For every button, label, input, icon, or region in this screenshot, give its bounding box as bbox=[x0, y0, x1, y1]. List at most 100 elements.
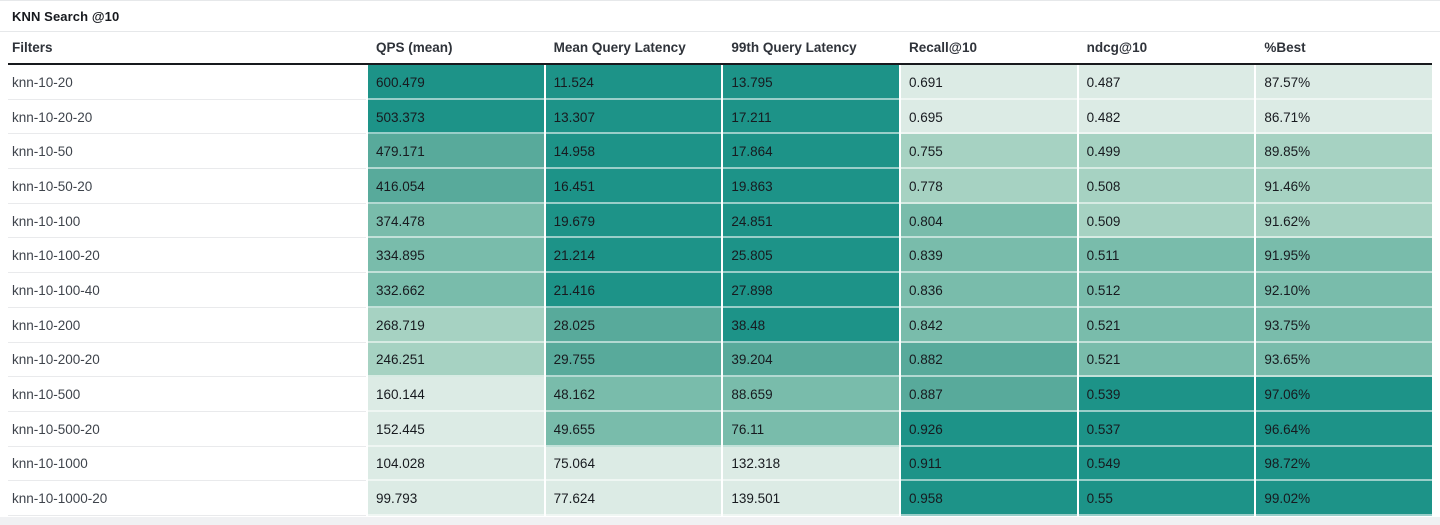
cell-recall: 0.882 bbox=[901, 342, 1077, 378]
cell-ndcg: 0.511 bbox=[1078, 238, 1255, 274]
cell-mean_latency: 28.025 bbox=[545, 307, 722, 343]
table-header-row: Filters QPS (mean) Mean Query Latency 99th … bbox=[8, 32, 1432, 65]
cell-recall: 0.911 bbox=[901, 446, 1077, 482]
cell-p99_latency: 24.851 bbox=[723, 203, 899, 239]
cell-ndcg: 0.482 bbox=[1078, 99, 1255, 135]
column-header-qps: QPS (mean) bbox=[376, 40, 453, 55]
column-header-recall: Recall@10 bbox=[909, 40, 977, 55]
table-row: knn-10-100 374.478 19.679 24.851 0.804 0.509 9… bbox=[8, 203, 1432, 239]
table-row: knn-10-20-20 503.373 13.307 17.211 0.695 0.48… bbox=[8, 99, 1432, 135]
cell-filters-label: knn-10-200 bbox=[8, 308, 366, 343]
cell-qps: 416.054 bbox=[368, 169, 544, 204]
cell-qps: 99.793 bbox=[368, 481, 544, 516]
cell-mean_latency: 48.162 bbox=[545, 377, 722, 412]
cell-recall: 0.836 bbox=[901, 273, 1077, 308]
column-header-mean_latency: Mean Query Latency bbox=[553, 40, 686, 55]
cell-filters-label: knn-10-1000-20 bbox=[8, 481, 366, 516]
table-row: knn-10-1000-20 99.793 77.624 139.501 0.958 0.… bbox=[8, 481, 1432, 516]
cell-pct_best: 91.62% bbox=[1256, 203, 1432, 239]
cell-ndcg: 0.509 bbox=[1078, 203, 1255, 239]
cell-p99_latency: 76.11 bbox=[723, 411, 899, 447]
cell-ndcg: 0.512 bbox=[1078, 273, 1255, 308]
cell-recall: 0.778 bbox=[901, 169, 1077, 204]
table-row: knn-10-1000 104.028 75.064 132.318 0.911 0.54… bbox=[8, 446, 1432, 482]
cell-mean_latency: 77.624 bbox=[545, 481, 722, 516]
cell-filters-label: knn-10-1000 bbox=[8, 447, 366, 482]
cell-mean_latency: 21.214 bbox=[545, 238, 722, 274]
cell-pct_best: 97.06% bbox=[1256, 377, 1432, 412]
cell-ndcg: 0.539 bbox=[1078, 377, 1255, 412]
cell-filters-label: knn-10-20-20 bbox=[8, 100, 366, 135]
cell-ndcg: 0.537 bbox=[1078, 411, 1255, 447]
cell-recall: 0.887 bbox=[901, 377, 1077, 412]
cell-filters-label: knn-10-50 bbox=[8, 134, 366, 169]
cell-mean_latency: 11.524 bbox=[545, 65, 722, 100]
cell-mean_latency: 29.755 bbox=[545, 342, 722, 378]
cell-qps: 152.445 bbox=[368, 411, 544, 447]
cell-filters-label: knn-10-500-20 bbox=[8, 412, 366, 447]
cell-qps: 160.144 bbox=[368, 377, 544, 412]
cell-p99_latency: 39.204 bbox=[723, 342, 899, 378]
cell-qps: 104.028 bbox=[368, 446, 544, 482]
cell-recall: 0.695 bbox=[901, 99, 1077, 135]
cell-filters-label: knn-10-100-40 bbox=[8, 273, 366, 308]
cell-p99_latency: 139.501 bbox=[723, 481, 899, 516]
cell-ndcg: 0.487 bbox=[1078, 65, 1255, 100]
cell-recall: 0.755 bbox=[901, 134, 1077, 170]
cell-pct_best: 92.10% bbox=[1256, 273, 1432, 308]
table-row: knn-10-500 160.144 48.162 88.659 0.887 0.539 9… bbox=[8, 377, 1432, 412]
cell-p99_latency: 27.898 bbox=[723, 273, 899, 308]
cell-pct_best: 91.95% bbox=[1256, 238, 1432, 274]
cell-mean_latency: 16.451 bbox=[545, 169, 722, 204]
cell-pct_best: 99.02% bbox=[1256, 481, 1432, 516]
table-row: knn-10-50 479.171 14.958 17.864 0.755 0.499 89… bbox=[8, 134, 1432, 170]
cell-p99_latency: 13.795 bbox=[723, 65, 899, 100]
cell-p99_latency: 25.805 bbox=[723, 238, 899, 274]
cell-pct_best: 87.57% bbox=[1256, 65, 1432, 100]
table-row: knn-10-200 268.719 28.025 38.48 0.842 0.521 93… bbox=[8, 307, 1432, 343]
cell-pct_best: 93.65% bbox=[1256, 342, 1432, 378]
cell-pct_best: 93.75% bbox=[1256, 307, 1432, 343]
column-header-p99_latency: 99th Query Latency bbox=[731, 40, 857, 55]
table-row: knn-10-50-20 416.054 16.451 19.863 0.778 0.50… bbox=[8, 169, 1432, 204]
cell-filters-label: knn-10-50-20 bbox=[8, 169, 366, 204]
cell-pct_best: 98.72% bbox=[1256, 446, 1432, 482]
cell-pct_best: 96.64% bbox=[1256, 411, 1432, 447]
column-header-filters: Filters bbox=[12, 40, 53, 55]
table-row: knn-10-200-20 246.251 29.755 39.204 0.882 0.5… bbox=[8, 342, 1432, 378]
cell-recall: 0.804 bbox=[901, 203, 1077, 239]
cell-mean_latency: 21.416 bbox=[545, 273, 722, 308]
cell-ndcg: 0.521 bbox=[1078, 342, 1255, 378]
cell-p99_latency: 17.864 bbox=[723, 134, 899, 170]
cell-ndcg: 0.508 bbox=[1078, 169, 1255, 204]
cell-qps: 334.895 bbox=[368, 238, 544, 274]
cell-qps: 268.719 bbox=[368, 307, 544, 343]
cell-ndcg: 0.55 bbox=[1078, 481, 1255, 516]
cell-qps: 374.478 bbox=[368, 203, 544, 239]
table-row: knn-10-20 600.479 11.524 13.795 0.691 0.487 87… bbox=[8, 65, 1432, 100]
panel-title-bar: KNN Search @10 bbox=[0, 1, 1440, 32]
cell-qps: 600.479 bbox=[368, 65, 544, 100]
footer-strip bbox=[0, 517, 1440, 525]
table-row: knn-10-100-20 334.895 21.214 25.805 0.839 0.5… bbox=[8, 238, 1432, 274]
cell-recall: 0.958 bbox=[901, 481, 1077, 516]
cell-qps: 503.373 bbox=[368, 99, 544, 135]
cell-recall: 0.691 bbox=[901, 65, 1077, 100]
cell-pct_best: 86.71% bbox=[1256, 99, 1432, 135]
cell-filters-label: knn-10-500 bbox=[8, 377, 366, 412]
cell-pct_best: 91.46% bbox=[1256, 169, 1432, 204]
cell-filters-label: knn-10-100 bbox=[8, 204, 366, 239]
cell-qps: 246.251 bbox=[368, 342, 544, 378]
table-body: knn-10-20 600.479 11.524 13.795 0.691 0.487 87… bbox=[8, 65, 1432, 516]
column-header-ndcg: ndcg@10 bbox=[1086, 40, 1148, 55]
cell-recall: 0.839 bbox=[901, 238, 1077, 274]
table-row: knn-10-100-40 332.662 21.416 27.898 0.836 0.5… bbox=[8, 273, 1432, 308]
cell-qps: 479.171 bbox=[368, 134, 544, 170]
cell-p99_latency: 19.863 bbox=[723, 169, 899, 204]
cell-ndcg: 0.549 bbox=[1078, 446, 1255, 482]
cell-p99_latency: 17.211 bbox=[723, 99, 899, 135]
cell-filters-label: knn-10-100-20 bbox=[8, 238, 366, 273]
column-header-pct_best: %Best bbox=[1264, 40, 1306, 55]
cell-recall: 0.926 bbox=[901, 411, 1077, 447]
cell-ndcg: 0.499 bbox=[1078, 134, 1255, 170]
